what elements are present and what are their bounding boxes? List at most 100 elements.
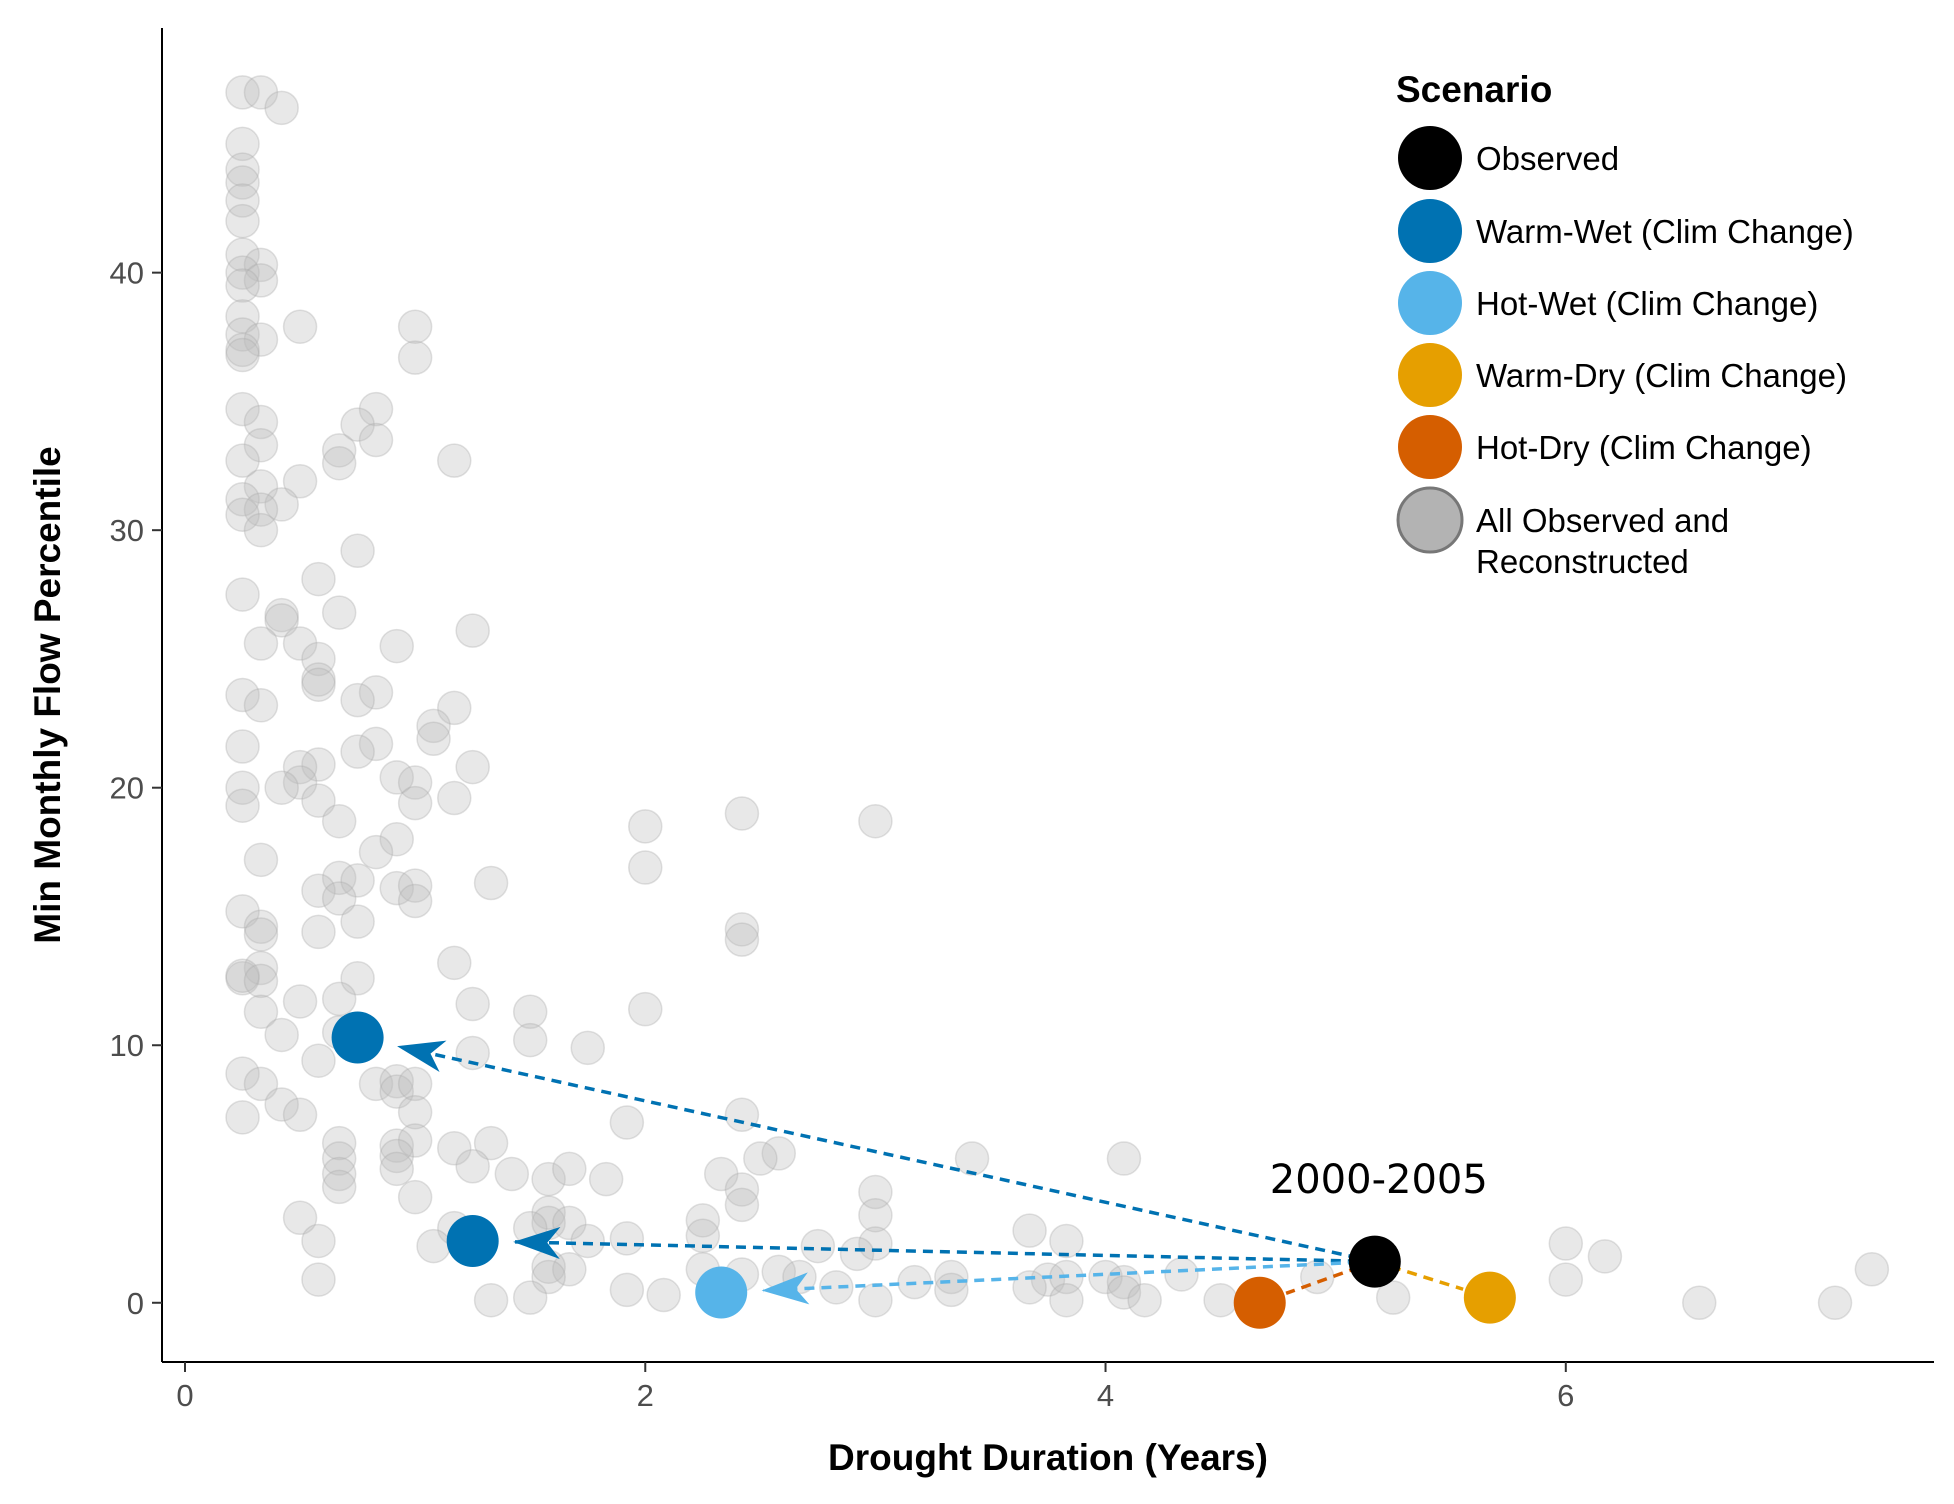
background-point xyxy=(321,860,357,896)
background-point xyxy=(1030,1262,1066,1297)
background-point xyxy=(225,255,260,290)
background-point xyxy=(321,1125,357,1161)
background-point xyxy=(588,1161,624,1197)
background-point xyxy=(243,909,279,945)
background-point xyxy=(685,1203,721,1238)
legend-title: Scenario xyxy=(1396,69,1552,110)
axes-layer: 0 2 4 6 0 10 20 30 40 Drought Duration (Years) Min… xyxy=(27,28,1934,1478)
background-point xyxy=(340,863,375,898)
background-point xyxy=(340,407,375,442)
background-point xyxy=(282,464,318,499)
background-point xyxy=(225,894,260,929)
background-point xyxy=(225,165,260,200)
background-point xyxy=(225,770,260,805)
legend-label: Hot-Dry (Clim Change) xyxy=(1476,429,1812,466)
background-point xyxy=(437,690,472,726)
background-point xyxy=(1548,1262,1584,1297)
background-point xyxy=(282,1200,318,1236)
legend-label: Warm-Dry (Clim Change) xyxy=(1476,357,1847,394)
background-point xyxy=(301,662,336,697)
background-point xyxy=(379,628,414,664)
background-point xyxy=(570,1030,605,1066)
background-point xyxy=(743,1141,778,1176)
background-point xyxy=(379,760,414,795)
background-point xyxy=(282,984,318,1019)
background-point xyxy=(379,821,414,857)
background-point xyxy=(282,749,318,785)
background-point xyxy=(512,1280,548,1315)
background-point xyxy=(379,1151,414,1187)
background-point xyxy=(455,613,490,648)
background-point xyxy=(301,1262,336,1297)
background-point xyxy=(243,75,279,110)
background-point xyxy=(358,391,394,427)
background-point xyxy=(225,75,260,110)
background-point xyxy=(264,1017,299,1053)
background-point xyxy=(243,994,279,1030)
background-point xyxy=(225,337,260,373)
background-point xyxy=(225,677,260,713)
arrow-line xyxy=(514,1240,1375,1264)
x-tick-label: 6 xyxy=(1557,1378,1574,1413)
background-point xyxy=(703,1156,739,1192)
background-point xyxy=(858,803,893,839)
y-axis-title: Min Monthly Flow Percentile xyxy=(27,446,68,943)
y-tick-label: 40 xyxy=(110,256,144,291)
legend: Scenario Observed Warm-Wet (Clim Change) Ho… xyxy=(1396,69,1854,580)
background-point xyxy=(243,512,279,548)
background-point xyxy=(358,1066,394,1102)
background-point xyxy=(724,912,760,947)
background-point xyxy=(225,268,260,303)
background-point xyxy=(724,922,760,957)
background-point xyxy=(321,1141,357,1176)
background-point xyxy=(264,487,299,522)
legend-key xyxy=(1398,343,1462,407)
background-point xyxy=(225,1056,260,1091)
background-point xyxy=(1854,1252,1890,1287)
background-point xyxy=(934,1272,969,1308)
background-point xyxy=(397,1179,433,1215)
background-point xyxy=(1817,1285,1853,1321)
background-point xyxy=(225,332,260,368)
background-point xyxy=(340,961,375,996)
background-point xyxy=(858,1226,893,1261)
background-point xyxy=(455,749,490,785)
background-point xyxy=(358,675,394,710)
background-point xyxy=(512,994,548,1030)
background-point xyxy=(397,868,433,903)
background-point xyxy=(321,803,357,839)
background-point xyxy=(397,883,433,919)
background-point xyxy=(301,873,336,908)
background-point xyxy=(1127,1282,1162,1318)
background-point xyxy=(340,734,375,769)
background-point xyxy=(321,433,357,468)
legend-label: Warm-Wet (Clim Change) xyxy=(1476,213,1854,250)
background-point xyxy=(301,783,336,818)
background-point xyxy=(858,1174,893,1210)
background-point xyxy=(225,391,260,427)
background-point xyxy=(321,881,357,916)
background-point xyxy=(225,126,260,162)
background-point xyxy=(243,263,279,298)
background-point xyxy=(455,986,490,1022)
y-tick-label: 30 xyxy=(110,513,144,548)
background-point xyxy=(340,904,375,939)
background-point xyxy=(225,299,260,334)
background-point xyxy=(321,1156,357,1192)
background-point xyxy=(243,626,279,661)
background-point xyxy=(531,1195,566,1230)
background-point xyxy=(225,152,260,187)
background-point xyxy=(473,1282,509,1318)
background-point xyxy=(1548,1226,1584,1261)
background-point xyxy=(628,850,663,885)
background-point xyxy=(225,237,260,272)
arrows-layer xyxy=(397,1040,1464,1305)
background-point xyxy=(1203,1282,1238,1318)
background-point xyxy=(225,443,260,478)
background-point xyxy=(243,469,279,504)
background-point xyxy=(858,1197,893,1233)
background-point xyxy=(264,770,299,805)
background-point xyxy=(225,497,260,532)
x-tick-label: 4 xyxy=(1097,1378,1114,1413)
background-point xyxy=(628,809,663,844)
